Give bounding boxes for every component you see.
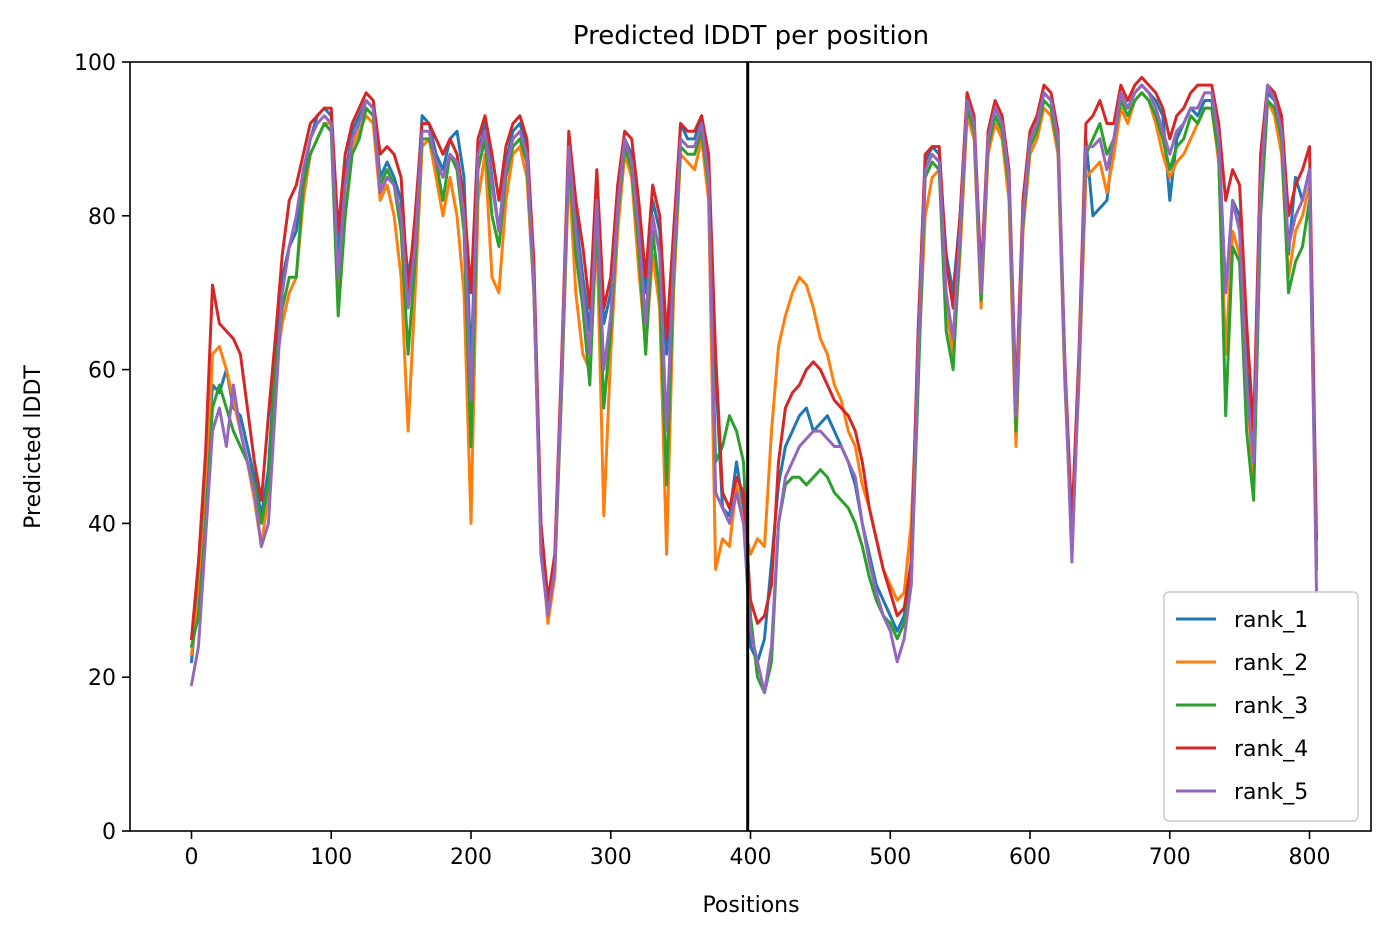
y-tick-label: 80 (88, 205, 116, 230)
y-tick-label: 20 (88, 666, 116, 691)
x-axis-label: Positions (702, 893, 799, 918)
legend-box (1163, 591, 1359, 822)
series-line-rank_4 (190, 75, 1318, 641)
x-axis: 0 100 200 300 400 500 600 700 800 (184, 831, 1331, 870)
x-tick-label: 800 (1289, 845, 1331, 870)
y-axis-label: Predicted lDDT (21, 365, 46, 529)
legend-label-rank_5: rank_5 (1234, 780, 1308, 805)
legend: rank_1 rank_2 rank_3 rank_4 rank_5 (1163, 591, 1359, 822)
x-tick-label: 700 (1149, 845, 1191, 870)
y-tick-label: 60 (88, 359, 116, 384)
chart-title: Predicted lDDT per position (573, 21, 929, 51)
x-tick-label: 500 (869, 845, 911, 870)
x-tick-label: 0 (184, 845, 198, 870)
legend-label-rank_4: rank_4 (1234, 737, 1308, 762)
legend-label-rank_3: rank_3 (1234, 694, 1308, 719)
x-tick-label: 100 (310, 845, 352, 870)
legend-label-rank_1: rank_1 (1234, 608, 1308, 633)
y-tick-label: 0 (102, 820, 116, 845)
x-tick-label: 600 (1009, 845, 1051, 870)
series-line-rank_5 (190, 83, 1318, 695)
x-tick-label: 200 (450, 845, 492, 870)
series-layer (190, 75, 1318, 695)
y-tick-label: 40 (88, 512, 116, 537)
x-tick-label: 300 (590, 845, 632, 870)
x-tick-label: 400 (730, 845, 772, 870)
y-tick-label: 100 (74, 51, 116, 76)
y-axis: 0 20 40 60 80 100 (74, 51, 130, 845)
legend-label-rank_2: rank_2 (1234, 651, 1308, 676)
